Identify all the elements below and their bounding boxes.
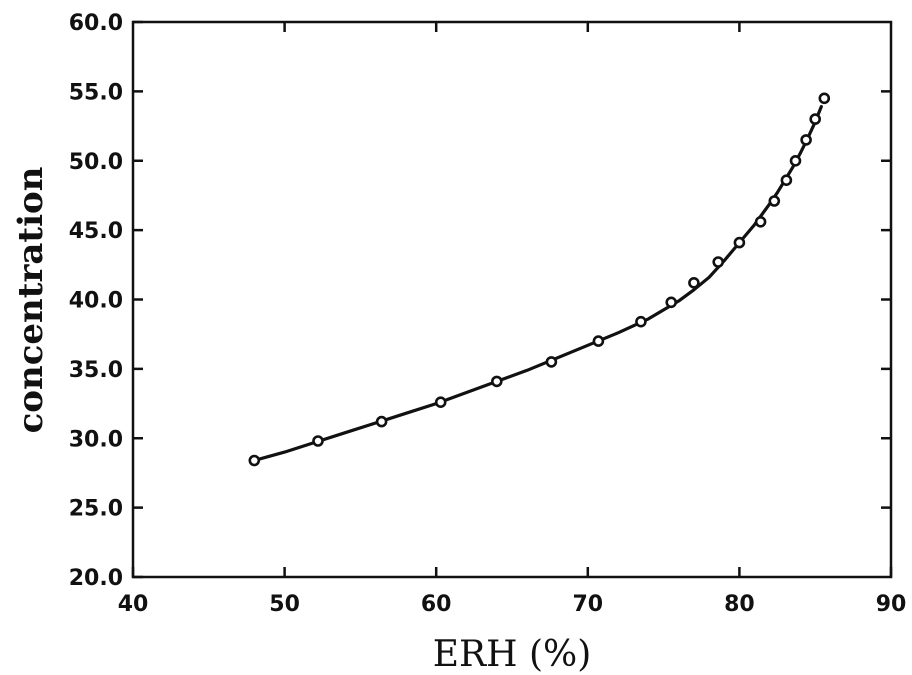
data-point [780, 174, 793, 186]
data-point [312, 435, 324, 447]
data-point [545, 356, 558, 368]
data-point [688, 276, 700, 289]
y-tick-label: 35.0 [69, 358, 123, 383]
plot-frame [131, 20, 893, 579]
data-point [733, 236, 746, 249]
y-tick-label: 55.0 [69, 80, 123, 105]
data-point [789, 155, 802, 167]
data-point [375, 415, 388, 428]
y-tick-label: 30.0 [69, 427, 123, 452]
data-point [754, 216, 767, 228]
data-point [248, 454, 261, 467]
y-tick-label: 40.0 [69, 289, 123, 314]
data-point [635, 315, 647, 328]
data-point [665, 296, 678, 309]
y-tick-label: 25.0 [69, 497, 123, 522]
x-tick-label: 70 [572, 592, 603, 617]
x-tick-label: 80 [724, 592, 755, 617]
data-point [818, 92, 831, 105]
series-fit-line [252, 105, 823, 463]
data-point [490, 375, 503, 388]
x-tick-label: 50 [269, 592, 300, 617]
series-points [248, 92, 831, 467]
data-point [712, 256, 725, 268]
x-tick-label: 90 [876, 592, 907, 617]
y-axis: 20.0 25.0 30.0 35.0 40.0 45.0 50.0 55.0 60.0 [69, 11, 891, 591]
x-tick-label: 60 [421, 592, 452, 617]
y-tick-label: 50.0 [69, 150, 123, 175]
x-tick-label: 40 [118, 592, 149, 617]
data-point [800, 134, 812, 146]
data-point [592, 335, 605, 347]
y-tick-label: 45.0 [69, 219, 123, 244]
y-tick-label: 20.0 [69, 566, 123, 591]
x-axis: 40 50 60 70 80 90 [118, 22, 907, 617]
x-axis-label: ERH (%) [433, 634, 592, 675]
y-tick-label: 60.0 [69, 11, 123, 36]
data-point [768, 195, 781, 207]
data-point [809, 113, 822, 125]
y-axis-label: concentration [11, 167, 51, 434]
data-point [434, 396, 447, 409]
